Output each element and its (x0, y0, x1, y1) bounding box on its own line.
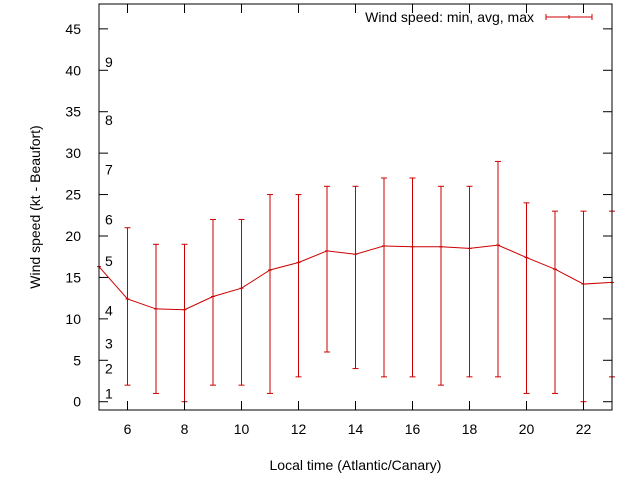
y-tick-label: 45 (65, 21, 81, 37)
y-axis-title: Wind speed (kt - Beaufort) (27, 125, 43, 288)
y-tick-label: 35 (65, 104, 81, 120)
x-tick-label: 8 (181, 421, 189, 437)
x-tick-label: 18 (462, 421, 478, 437)
x-tick-label: 20 (519, 421, 535, 437)
x-tick-label: 16 (405, 421, 421, 437)
beaufort-label: 3 (105, 336, 113, 352)
beaufort-label: 5 (105, 253, 113, 269)
x-axis-title: Local time (Atlantic/Canary) (270, 457, 442, 473)
y-tick-label: 20 (65, 228, 81, 244)
beaufort-label: 8 (105, 112, 113, 128)
x-tick-label: 6 (124, 421, 132, 437)
x-tick-label: 12 (291, 421, 307, 437)
beaufort-label: 2 (105, 361, 113, 377)
avg-line (98, 244, 613, 311)
x-tick-label: 10 (234, 421, 250, 437)
y-tick-label: 10 (65, 311, 81, 327)
x-tick-label: 14 (348, 421, 364, 437)
y-tick-label: 30 (65, 145, 81, 161)
legend: Wind speed: min, avg, max (365, 9, 593, 25)
beaufort-label: 6 (105, 211, 113, 227)
y-tick-label: 5 (73, 352, 81, 368)
legend-label: Wind speed: min, avg, max (365, 9, 534, 25)
y-tick-label: 40 (65, 62, 81, 78)
axis-ticks-group (99, 4, 612, 410)
beaufort-label: 1 (105, 385, 113, 401)
beaufort-label: 9 (105, 54, 113, 70)
plot-series-group (97, 160, 615, 403)
beaufort-label: 7 (105, 162, 113, 178)
y-tick-label: 0 (73, 394, 81, 410)
y-tick-label: 25 (65, 187, 81, 203)
beaufort-label: 4 (105, 303, 113, 319)
x-tick-label: 22 (576, 421, 592, 437)
y-tick-label: 15 (65, 269, 81, 285)
